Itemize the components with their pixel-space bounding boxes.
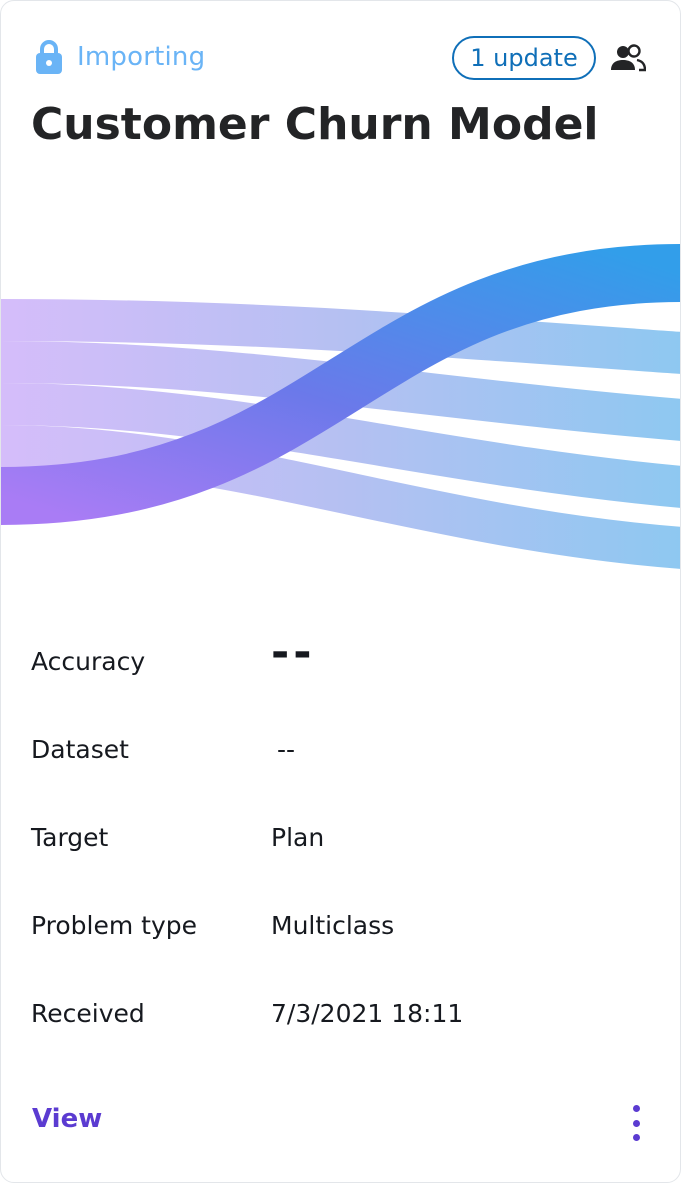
status-indicator: Importing xyxy=(35,39,205,75)
detail-row-dataset: Dataset -- xyxy=(31,707,651,795)
more-dot xyxy=(632,1134,640,1141)
dataset-label: Dataset xyxy=(31,735,129,764)
view-button[interactable]: View xyxy=(32,1104,103,1134)
target-label: Target xyxy=(31,823,109,852)
detail-row-received: Received 7/3/2021 18:11 xyxy=(31,971,651,1059)
detail-row-target: Target Plan xyxy=(31,795,651,883)
flow-band-main xyxy=(1,244,680,525)
lock-icon xyxy=(36,40,62,74)
target-value: Plan xyxy=(271,823,325,852)
more-vertical-icon[interactable] xyxy=(621,1101,651,1145)
details-list: Accuracy -- Dataset -- Target Plan Probl… xyxy=(31,619,651,1059)
flow-band-3 xyxy=(1,383,680,508)
detail-row-problem-type: Problem type Multiclass xyxy=(31,883,651,971)
status-label: Importing xyxy=(77,42,206,72)
received-value: 7/3/2021 18:11 xyxy=(271,999,464,1028)
flow-band-1 xyxy=(1,299,680,374)
accuracy-label: Accuracy xyxy=(31,647,146,676)
flow-illustration xyxy=(1,244,680,569)
users-icon[interactable] xyxy=(610,44,646,72)
problem-type-value: Multiclass xyxy=(271,911,395,940)
update-badge[interactable]: 1 update xyxy=(452,36,596,80)
received-label: Received xyxy=(31,999,145,1028)
page-title: Customer Churn Model xyxy=(31,99,599,150)
more-dot xyxy=(632,1105,640,1112)
detail-row-accuracy: Accuracy -- xyxy=(31,619,651,707)
flow-band-4 xyxy=(1,425,680,569)
accuracy-value: -- xyxy=(271,627,316,678)
problem-type-label: Problem type xyxy=(31,911,198,940)
dataset-value: -- xyxy=(277,735,296,764)
more-dot xyxy=(632,1119,640,1127)
